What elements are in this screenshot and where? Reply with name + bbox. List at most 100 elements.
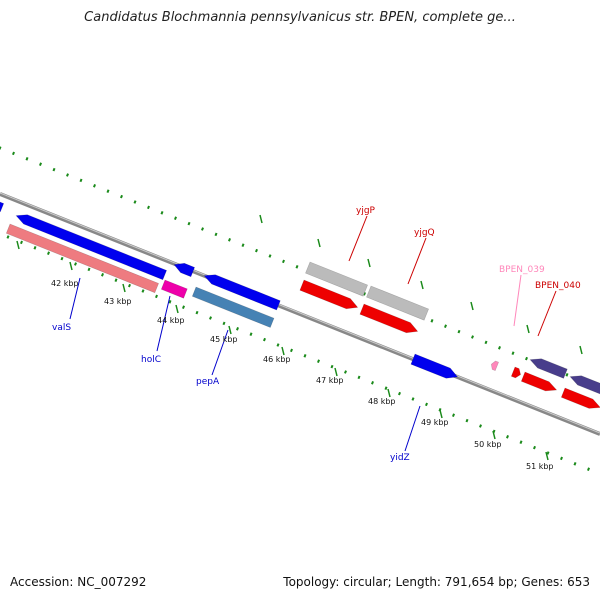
major-tick bbox=[228, 325, 232, 335]
gene-arrow bbox=[305, 261, 368, 297]
inner-tick bbox=[101, 273, 104, 277]
outer-tick bbox=[255, 248, 258, 253]
label-leader-lines bbox=[69, 215, 557, 452]
inner-tick bbox=[249, 332, 253, 336]
major-tick bbox=[317, 238, 321, 248]
outer-tick bbox=[457, 329, 461, 334]
outer-tick bbox=[525, 356, 528, 361]
kbp-label: 43 kbp bbox=[104, 297, 132, 306]
outer-tick bbox=[241, 243, 245, 247]
backbone-line bbox=[0, 192, 600, 436]
inner-tick bbox=[114, 278, 118, 282]
inner-tick bbox=[519, 440, 523, 444]
inner-tick bbox=[384, 386, 388, 390]
backbone-highlight bbox=[0, 192, 600, 434]
gene-label: yidZ bbox=[390, 453, 410, 463]
outer-tick bbox=[79, 178, 83, 183]
inner-tick bbox=[290, 348, 293, 353]
gene-arrow bbox=[490, 360, 499, 371]
gene-arrow bbox=[520, 371, 558, 392]
outer-tick bbox=[12, 151, 15, 156]
major-tick bbox=[526, 324, 530, 334]
outer-tick bbox=[160, 211, 164, 215]
kbp-label: 51 kbp bbox=[526, 462, 554, 471]
leader-line bbox=[348, 215, 368, 262]
outer-tick bbox=[120, 194, 123, 199]
gene-label: BPEN_040 bbox=[535, 281, 581, 291]
gene-arrow bbox=[299, 279, 359, 310]
gene-arrow bbox=[569, 375, 600, 395]
inner-tick bbox=[398, 391, 401, 396]
inner-tick bbox=[276, 343, 280, 347]
outer-tick bbox=[66, 173, 69, 177]
leader-line bbox=[513, 274, 522, 327]
genome-backbone bbox=[0, 192, 600, 436]
outer-tick bbox=[363, 292, 366, 296]
major-tick bbox=[470, 301, 474, 311]
outer-tick bbox=[484, 340, 488, 345]
outer-tick bbox=[174, 216, 177, 220]
inner-tick bbox=[573, 462, 577, 466]
major-tick bbox=[259, 214, 263, 224]
gene-arrow bbox=[160, 279, 188, 299]
inner-tick bbox=[438, 408, 442, 412]
outer-tick bbox=[0, 146, 2, 150]
inner-tick bbox=[236, 327, 239, 331]
outer-tick bbox=[295, 265, 299, 269]
tick-marks bbox=[0, 146, 596, 471]
inner-tick bbox=[74, 262, 77, 266]
major-tick bbox=[439, 409, 443, 419]
major-tick bbox=[545, 451, 549, 461]
inner-tick bbox=[465, 418, 469, 423]
inner-tick bbox=[452, 413, 455, 417]
inner-tick bbox=[425, 402, 428, 407]
kbp-label: 42 kbp bbox=[51, 279, 79, 288]
major-tick bbox=[175, 304, 179, 314]
leader-line bbox=[69, 277, 81, 320]
leader-line bbox=[537, 290, 557, 337]
gene-label: BPEN_039 bbox=[499, 265, 545, 275]
major-tick bbox=[16, 240, 20, 250]
gene-label: yjgQ bbox=[414, 228, 435, 238]
inner-tick bbox=[60, 256, 64, 261]
gene-arrow bbox=[203, 274, 281, 311]
major-tick bbox=[492, 430, 496, 440]
inner-tick bbox=[263, 337, 266, 342]
leader-line bbox=[211, 329, 229, 376]
leader-line bbox=[404, 405, 421, 452]
inner-tick bbox=[411, 397, 415, 401]
gene-label: pepA bbox=[196, 377, 220, 387]
outer-tick bbox=[52, 167, 56, 172]
gene-label: yjgP bbox=[356, 206, 376, 216]
topology-summary: Topology: circular; Length: 791,654 bp; … bbox=[283, 575, 590, 589]
gene-label: valS bbox=[52, 323, 71, 333]
inner-tick bbox=[344, 370, 347, 374]
inner-tick bbox=[168, 300, 172, 304]
gene-arrow bbox=[366, 285, 429, 321]
outer-tick bbox=[511, 351, 515, 355]
inner-tick bbox=[546, 451, 550, 455]
major-tick bbox=[387, 388, 391, 398]
outer-tick bbox=[106, 189, 110, 193]
kbp-label: 48 kbp bbox=[368, 397, 396, 406]
inner-tick bbox=[47, 251, 50, 255]
major-tick bbox=[281, 346, 285, 356]
inner-tick bbox=[87, 267, 91, 272]
inner-tick bbox=[330, 364, 334, 369]
inner-tick bbox=[6, 235, 10, 239]
gene-arrow bbox=[410, 353, 459, 379]
gene-arrow bbox=[173, 262, 195, 278]
outer-tick bbox=[214, 232, 218, 237]
inner-tick bbox=[533, 445, 536, 450]
inner-tick bbox=[479, 424, 482, 428]
gene-arrow bbox=[191, 286, 275, 328]
outer-tick bbox=[565, 373, 569, 377]
gene-arrow bbox=[15, 214, 167, 281]
gene-arrow bbox=[529, 358, 568, 379]
inner-tick bbox=[560, 456, 563, 461]
outer-tick bbox=[228, 238, 231, 242]
gene-arrow bbox=[359, 303, 419, 334]
outer-tick bbox=[147, 205, 150, 210]
kbp-label: 49 kbp bbox=[421, 418, 449, 427]
inner-tick bbox=[303, 354, 307, 358]
